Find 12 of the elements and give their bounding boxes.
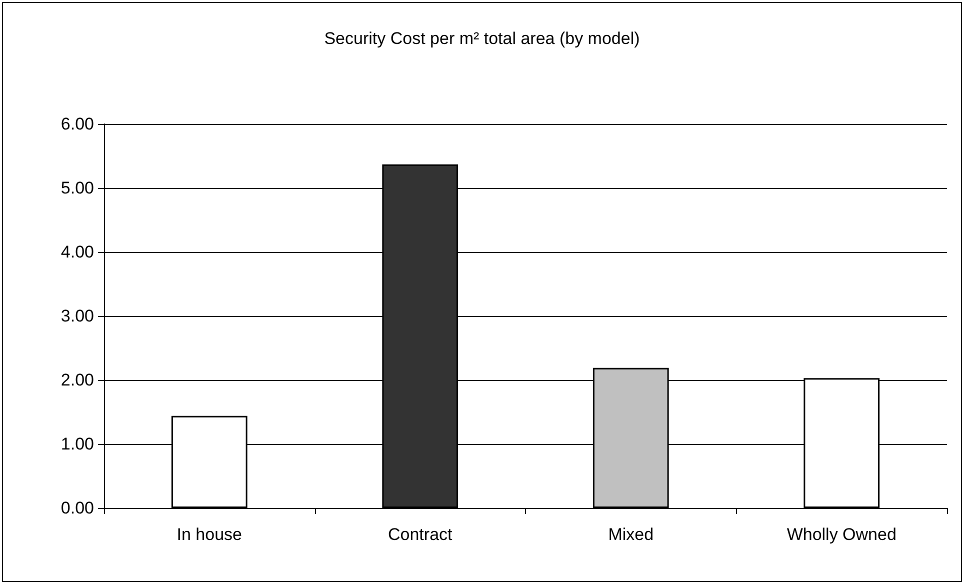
x-tick-label: Wholly Owned — [786, 525, 896, 544]
x-tick-label: In house — [176, 525, 242, 544]
y-tick-label: 5.00 — [60, 178, 94, 198]
y-tick-label: 3.00 — [60, 306, 94, 326]
x-tick-label: Mixed — [608, 525, 654, 544]
y-tick-label: 4.00 — [60, 242, 94, 262]
x-tick-label: Contract — [388, 525, 453, 544]
chart-title: Security Cost per m² total area (by model) — [324, 29, 640, 48]
y-tick-label: 0.00 — [60, 498, 94, 518]
y-tick-label: 6.00 — [60, 114, 94, 134]
y-tick-label: 2.00 — [60, 370, 94, 390]
y-tick-label: 1.00 — [60, 434, 94, 454]
